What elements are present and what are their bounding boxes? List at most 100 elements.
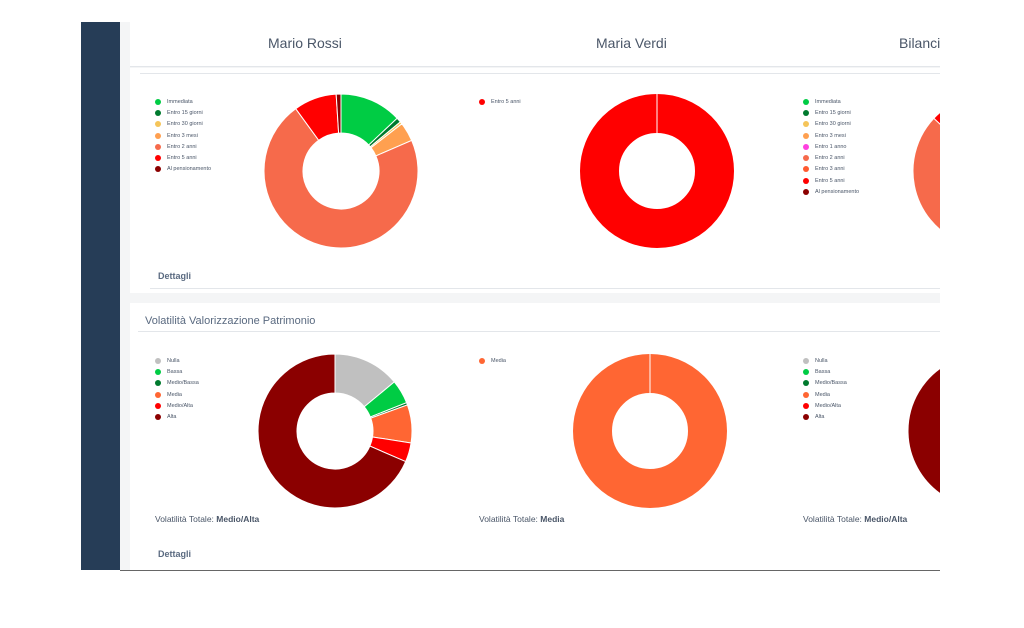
legend-dot-icon <box>803 132 809 139</box>
donut-slice[interactable] <box>907 354 940 508</box>
legend-item[interactable]: Entro 3 anni <box>803 164 859 175</box>
donut-chart <box>257 353 413 509</box>
legend-label: Entro 2 anni <box>815 155 845 162</box>
legend-dot-icon <box>155 166 161 173</box>
donut-slice[interactable] <box>257 353 407 509</box>
legend-item[interactable]: Alta <box>155 411 199 422</box>
legend-item[interactable]: Nulla <box>803 355 847 366</box>
details-link[interactable]: Dettagli <box>158 271 192 281</box>
legend-label: Immediata <box>167 98 193 105</box>
legend-dot-icon <box>803 155 809 162</box>
legend-dot-icon <box>803 380 809 387</box>
legend-item[interactable]: Entro 2 anni <box>155 141 211 152</box>
legend-dot-icon <box>803 368 809 375</box>
legend-label: Media <box>167 391 182 398</box>
legend-item[interactable]: Entro 15 giorni <box>155 107 211 118</box>
legend-item[interactable]: Entro 3 mesi <box>803 130 859 141</box>
donut-chart <box>912 94 940 248</box>
donut-slice[interactable] <box>263 108 419 249</box>
legend-label: Entro 30 giorni <box>167 121 203 128</box>
legend-label: Bassa <box>815 368 831 375</box>
legend-item[interactable]: Media <box>803 389 847 400</box>
legend-item[interactable]: Al pensionamento <box>803 186 859 197</box>
donut-chart <box>573 354 727 508</box>
legend-dot-icon <box>803 109 809 116</box>
legend-dot-icon <box>803 391 809 398</box>
legend-item[interactable]: Media <box>155 389 199 400</box>
legend-item[interactable]: Nulla <box>155 355 199 366</box>
donut-slice[interactable] <box>933 94 940 145</box>
legend-item[interactable]: Entro 3 mesi <box>155 130 211 141</box>
column-name: Bilanci <box>899 35 940 51</box>
donut-slice[interactable] <box>335 93 342 134</box>
legend-label: Entro 3 anni <box>815 166 845 173</box>
legend-dot-icon <box>803 414 809 421</box>
legend-item[interactable]: Entro 15 giorni <box>803 107 859 118</box>
chart-legend: Immediata Entro 15 giorni Entro 30 giorni E… <box>155 96 211 175</box>
volatility-total-label: Volatilità Totale: <box>155 514 214 524</box>
legend-item[interactable]: Medio/Bassa <box>803 378 847 389</box>
legend-item[interactable]: Entro 30 giorni <box>155 119 211 130</box>
legend-dot-icon <box>803 98 809 105</box>
legend-dot-icon <box>803 402 809 409</box>
legend-label: Entro 5 anni <box>491 98 521 105</box>
legend-label: Entro 3 mesi <box>167 132 198 139</box>
legend-dot-icon <box>479 98 485 105</box>
legend-dot-icon <box>803 166 809 173</box>
legend-item[interactable]: Al pensionamento <box>155 164 211 175</box>
legend-label: Entro 5 anni <box>167 155 197 162</box>
volatility-total-label: Volatilità Totale: <box>803 514 862 524</box>
legend-dot-icon <box>803 357 809 364</box>
volatility-total: Volatilità Totale: Media <box>479 514 564 524</box>
legend-item[interactable]: Entro 5 anni <box>803 175 859 186</box>
legend-item[interactable]: Media <box>479 355 506 366</box>
divider <box>150 288 940 289</box>
legend-item[interactable]: Alta <box>803 411 847 422</box>
legend-label: Entro 3 mesi <box>815 132 846 139</box>
legend-dot-icon <box>155 368 161 375</box>
legend-item[interactable]: Immediata <box>155 96 211 107</box>
divider <box>138 331 940 332</box>
legend-label: Medio/Bassa <box>815 380 847 387</box>
volatility-total: Volatilità Totale: Medio/Alta <box>155 514 259 524</box>
column-name: Maria Verdi <box>596 35 667 51</box>
legend-item[interactable]: Entro 5 anni <box>155 152 211 163</box>
legend-item[interactable]: Immediata <box>803 96 859 107</box>
legend-item[interactable]: Medio/Alta <box>803 400 847 411</box>
legend-label: Medio/Bassa <box>167 380 199 387</box>
legend-dot-icon <box>155 143 161 150</box>
volatility-total-value: Media <box>540 514 565 524</box>
section-title: Volatilità Valorizzazione Patrimonio <box>145 315 316 327</box>
volatility-total-label: Volatilità Totale: <box>479 514 538 524</box>
legend-label: Alta <box>167 414 177 421</box>
legend-item[interactable]: Bassa <box>155 366 199 377</box>
chart-legend: Entro 5 anni <box>479 96 521 107</box>
legend-dot-icon <box>803 189 809 196</box>
chart-legend: Immediata Entro 15 giorni Entro 30 giorni E… <box>803 96 859 198</box>
legend-item[interactable]: Bassa <box>803 366 847 377</box>
legend-label: Entro 15 giorni <box>167 109 203 116</box>
legend-dot-icon <box>155 414 161 421</box>
legend-item[interactable]: Entro 30 giorni <box>803 119 859 130</box>
legend-item[interactable]: Medio/Alta <box>155 400 199 411</box>
divider <box>140 73 940 74</box>
legend-label: Media <box>491 357 506 364</box>
legend-dot-icon <box>803 177 809 184</box>
chart-legend: Nulla Bassa Medio/Bassa Media Medio/Alta Alta <box>803 355 847 423</box>
legend-label: Media <box>815 391 830 398</box>
legend-item[interactable]: Medio/Bassa <box>155 378 199 389</box>
legend-dot-icon <box>155 391 161 398</box>
legend-item[interactable]: Entro 1 anno <box>803 141 859 152</box>
legend-item[interactable]: Entro 5 anni <box>479 96 521 107</box>
legend-label: Immediata <box>815 98 841 105</box>
legend-dot-icon <box>155 109 161 116</box>
donut-slice[interactable] <box>912 117 940 248</box>
legend-label: Alta <box>815 414 825 421</box>
details-link[interactable]: Dettagli <box>158 549 192 559</box>
legend-dot-icon <box>155 357 161 364</box>
volatility-total-value: Medio/Alta <box>216 514 260 524</box>
volatility-total: Volatilità Totale: Medio/Alta <box>803 514 907 524</box>
legend-dot-icon <box>155 380 161 387</box>
legend-item[interactable]: Entro 2 anni <box>803 152 859 163</box>
chart-legend: Media <box>479 355 506 366</box>
